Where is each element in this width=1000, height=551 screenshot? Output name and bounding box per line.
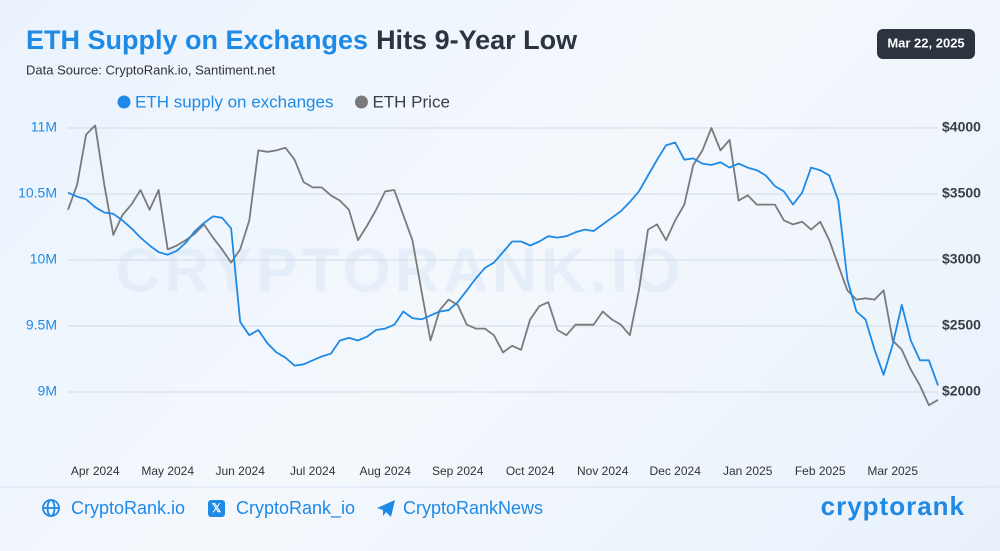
logo: cryptorank [821,491,965,521]
footer-website: CryptoRank.io [71,498,185,518]
x-tick-label: Dec 2024 [650,464,702,478]
subtitle: Data Source: CryptoRank.io, Santiment.ne… [26,62,276,77]
x-tick-label: Jan 2025 [723,464,773,478]
watermark: CRYPTORANK.IO [116,236,685,305]
x-tick-label: Nov 2024 [577,464,629,478]
x-tick-label: Sep 2024 [432,464,484,478]
legend-marker [117,95,131,109]
x-tick-label: Jun 2024 [215,464,265,478]
x-tick-label: Mar 2025 [867,464,918,478]
y-tick-label: 10.5M [18,185,57,201]
y2-tick-label: $2000 [942,383,981,399]
y-tick-label: 9M [38,383,57,399]
y-tick-label: 9.5M [26,317,57,333]
title-rest: Hits 9-Year Low [376,25,578,55]
legend-marker [354,95,368,109]
y2-tick-label: $3500 [942,185,981,201]
x-tick-label: Apr 2024 [71,464,120,478]
date-badge [877,29,975,59]
x-tick-label: Aug 2024 [359,464,411,478]
y-tick-label: 10M [30,251,57,267]
x-tick-label: Feb 2025 [795,464,846,478]
y-tick-label: 11M [31,119,57,135]
footer-x-handle: CryptoRank_io [236,498,355,519]
telegram-icon [377,500,395,517]
chart-title: ETH Supply on Exchanges Hits 9-Year Low [26,25,578,55]
x-tick-label: May 2024 [141,464,194,478]
series-line [67,124,939,407]
globe-icon [42,499,60,517]
x-tick-label: Jul 2024 [290,464,336,478]
series-line [67,141,939,386]
legend-label: ETH Price [372,92,449,111]
y2-tick-label: $3000 [942,251,981,267]
title-highlight: ETH Supply on Exchanges [26,25,368,55]
x-tick-label: Oct 2024 [506,464,555,478]
date: Mar 22, 2025 [887,35,964,50]
x-icon-glyph: 𝕏 [212,501,222,515]
y2-tick-label: $4000 [942,119,981,135]
footer-telegram: CryptoRankNews [403,498,543,518]
y2-tick-label: $2500 [942,317,981,333]
x-icon [208,500,225,517]
legend-label: ETH supply on exchanges [135,92,333,111]
